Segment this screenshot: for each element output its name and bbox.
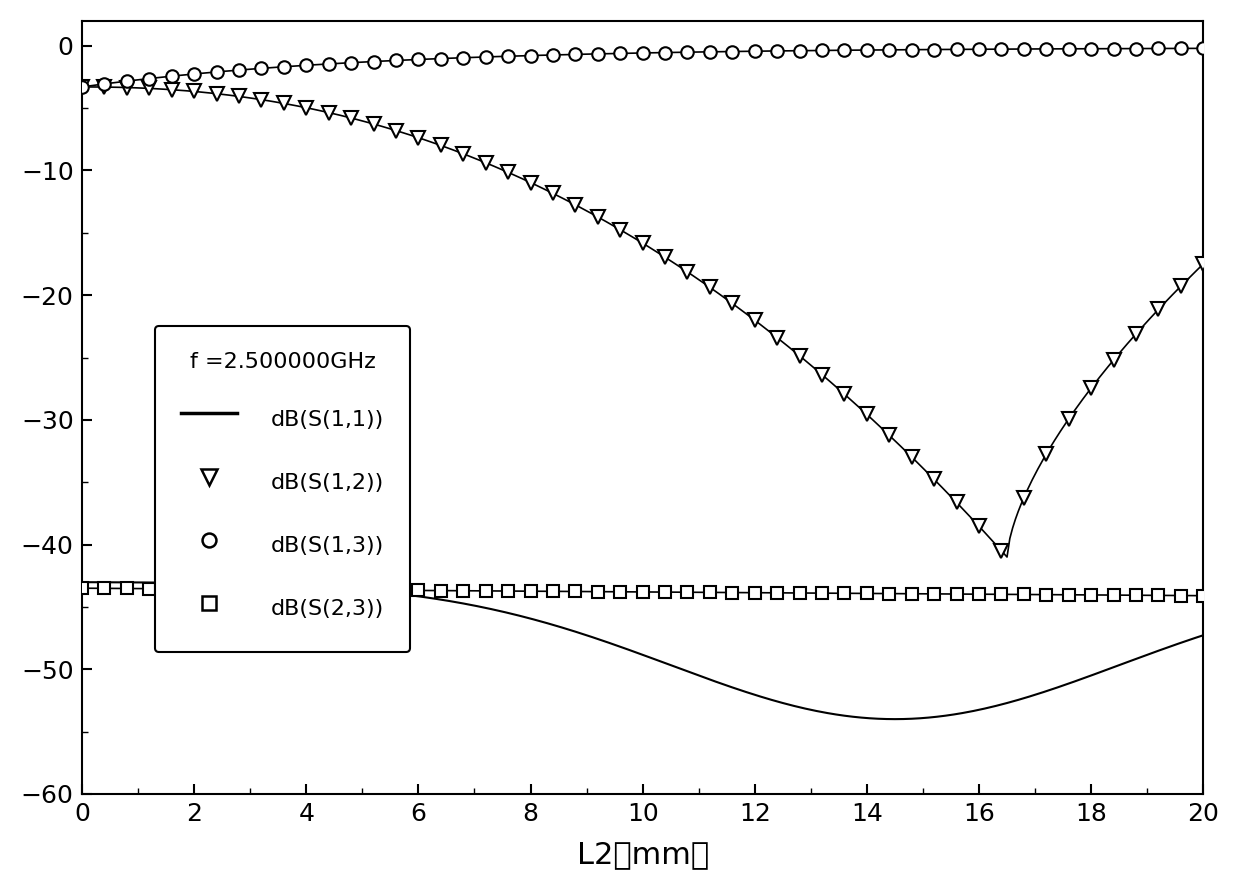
Legend: dB(S(1,1)), dB(S(1,2)), dB(S(1,3)), dB(S(2,3)): dB(S(1,1)), dB(S(1,2)), dB(S(1,3)), dB(S…	[155, 326, 410, 652]
X-axis label: L2（mm）: L2（mm）	[577, 840, 709, 870]
